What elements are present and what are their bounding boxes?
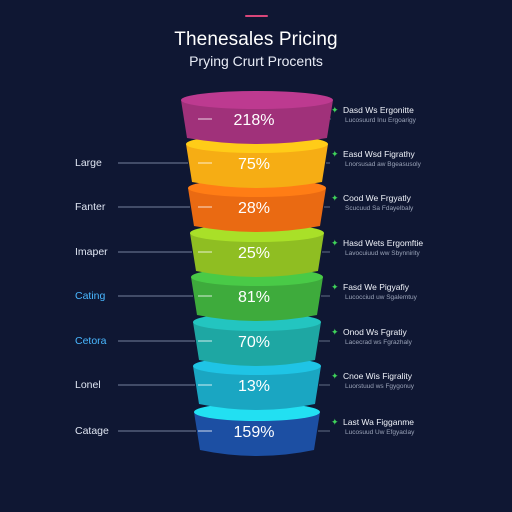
tier-percent: 75% <box>238 156 270 173</box>
feature-title: Cnoe Wis Figrality <box>343 371 412 381</box>
feature-item: ✦ Onod Ws Fgratiy Lacecrad ws Fgrazhaly <box>331 327 412 347</box>
check-icon: ✦ <box>331 417 339 427</box>
left-label: Lonel <box>75 379 101 391</box>
check-icon: ✦ <box>331 149 339 159</box>
feature-title: Cood We Frgyatly <box>343 193 411 203</box>
tier-percent: 70% <box>238 334 270 351</box>
tier-body <box>193 322 321 366</box>
tier-percent: 218% <box>234 112 275 129</box>
feature-item: ✦ Fasd We Pigyafiy Lucocciud uw Sgalemtuy <box>331 282 417 302</box>
check-icon: ✦ <box>331 193 339 203</box>
feature-title: Hasd Wets Ergomftie <box>343 238 424 248</box>
feature-subtext: Luorstuud ws Fgygonuy <box>345 383 415 390</box>
feature-subtext: Lucosuurd Inu Ergoarigy <box>345 117 416 124</box>
feature-subtext: Lnorsusad aw Bgeasusoly <box>345 161 421 168</box>
tier-body <box>186 144 328 188</box>
feature-subtext: Lacecrad ws Fgrazhaly <box>345 339 412 346</box>
tier-body <box>188 188 326 232</box>
left-label: Imaper <box>75 246 108 258</box>
tier-cap <box>181 91 333 109</box>
tier-body <box>194 412 320 456</box>
tier-percent: 25% <box>238 245 270 262</box>
check-icon: ✦ <box>331 371 339 381</box>
feature-item: ✦ Dasd Ws Ergonitte Lucosuurd Inu Ergoarig… <box>331 105 416 125</box>
left-label: Cetora <box>75 335 107 347</box>
accent-line <box>245 15 268 17</box>
tier-percent: 81% <box>238 289 270 306</box>
tier-percent: 13% <box>238 378 270 395</box>
tier-percent: 28% <box>238 200 270 217</box>
check-icon: ✦ <box>331 105 339 115</box>
left-label: Catage <box>75 425 109 437</box>
feature-title: Easd Wsd Figrathy <box>343 149 415 159</box>
feature-subtext: Lucocciud uw Sgalemtuy <box>345 294 417 301</box>
left-label: Large <box>75 157 102 169</box>
check-icon: ✦ <box>331 238 339 248</box>
feature-item: ✦ Easd Wsd Figrathy Lnorsusad aw Bgeasusol… <box>331 149 421 169</box>
feature-title: Fasd We Pigyafiy <box>343 282 409 292</box>
left-label: Cating <box>75 290 106 302</box>
tier-percent: 159% <box>234 424 275 441</box>
check-icon: ✦ <box>331 282 339 292</box>
page-title: Thenesales Pricing <box>174 29 338 50</box>
page-subtitle: Prying Crurt Procents <box>189 53 323 69</box>
tier-body <box>193 366 321 410</box>
feature-title: Onod Ws Fgratiy <box>343 327 407 337</box>
feature-subtext: Scucuud Sa Fdayelbaly <box>345 205 414 212</box>
feature-subtext: Lucosuud Uw Efgyaclay <box>345 429 415 436</box>
tier-body <box>191 277 323 321</box>
feature-title: Last Wa Figganme <box>343 417 415 427</box>
feature-title: Dasd Ws Ergonitte <box>343 105 414 115</box>
feature-item: ✦ Last Wa Figganme Lucosuud Uw Efgyaclay <box>331 417 414 437</box>
feature-item: ✦ Cnoe Wis Figrality Luorstuud ws Fgygonuy <box>331 371 414 391</box>
left-label: Fanter <box>75 201 106 213</box>
tier-8: 159% <box>194 403 320 456</box>
feature-item: ✦ Cood We Frgyatly Scucuud Sa Fdayelbaly <box>331 193 413 213</box>
tier-body <box>181 100 333 144</box>
feature-subtext: Lavocuiuud ww Sbynnirity <box>345 250 420 257</box>
tier-1: 218% <box>181 91 333 144</box>
tier-body <box>190 233 324 277</box>
feature-item: ✦ Hasd Wets Ergomftie Lavocuiuud ww Sbynni… <box>331 238 423 258</box>
check-icon: ✦ <box>331 327 339 337</box>
